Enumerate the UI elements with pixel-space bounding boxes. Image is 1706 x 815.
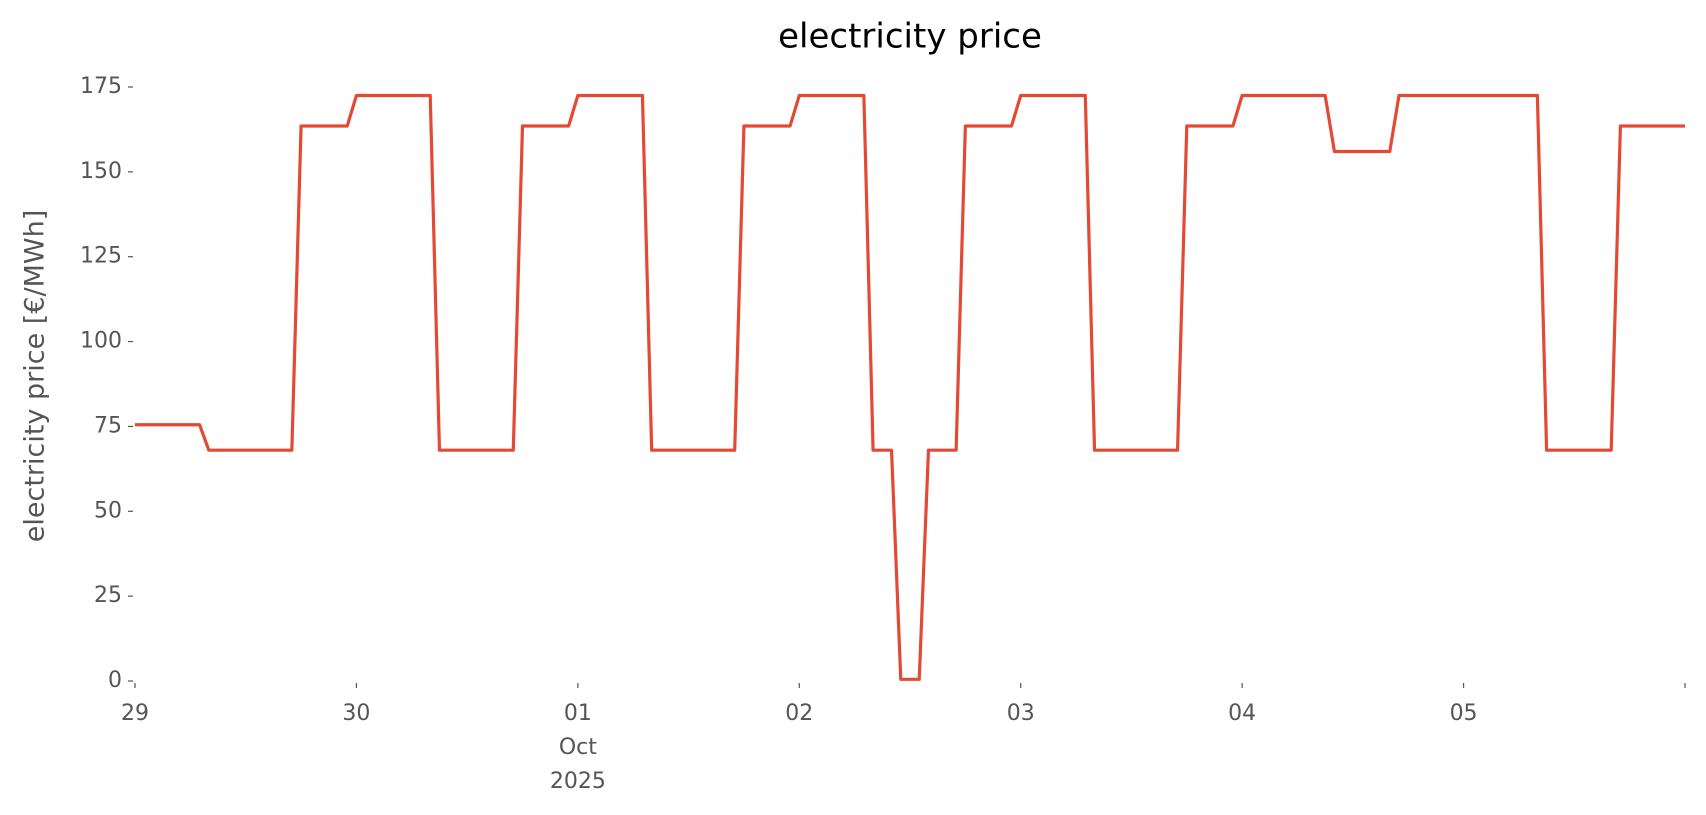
y-axis-label: electricity price [€/MWh] (20, 210, 51, 542)
x-tick-label: 02 (785, 701, 813, 726)
x-tick-label: 05 (1450, 701, 1478, 726)
y-tick-label: 150 (80, 159, 122, 184)
chart-title: electricity price (778, 17, 1042, 57)
x-tick-label: 2025 (550, 769, 606, 794)
x-tick-label: 01 (564, 701, 592, 726)
line (135, 93, 1685, 681)
x-tick-label: Oct (559, 735, 597, 760)
x-tick-label: 29 (121, 701, 149, 726)
y-tick-label: 75 (94, 413, 122, 438)
y-tick-label: 50 (94, 498, 122, 523)
x-tick-label: 03 (1007, 701, 1035, 726)
y-tick-label: 100 (80, 329, 122, 354)
x-tick-label: 04 (1228, 701, 1256, 726)
y-tick-label: 125 (80, 244, 122, 269)
x-tick-label: 30 (342, 701, 370, 726)
y-tick-label: 25 (94, 583, 122, 608)
y-tick-label: 0 (108, 668, 122, 693)
y-tick-label: 175 (80, 74, 122, 99)
